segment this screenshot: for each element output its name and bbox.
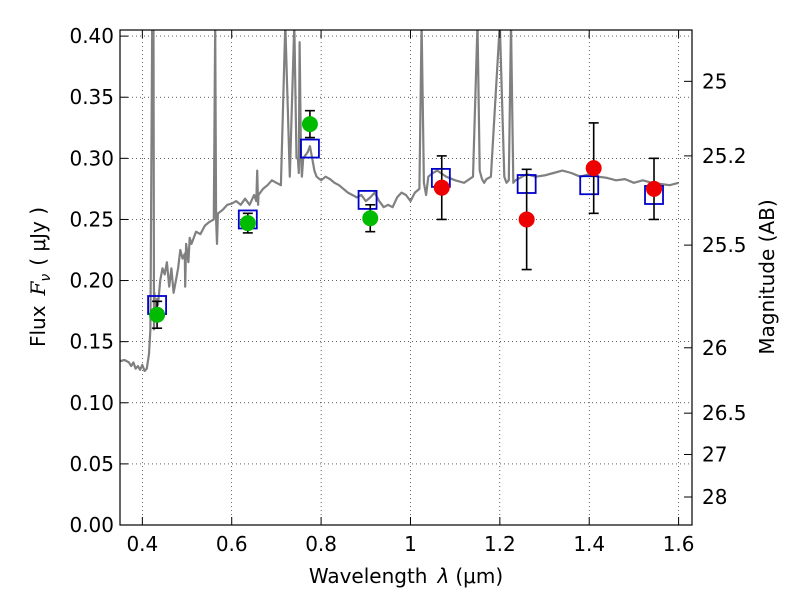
sed-model-line [120, 30, 679, 373]
observed-point [149, 306, 166, 323]
grid [120, 30, 692, 526]
y-tick-label: 0.05 [69, 452, 114, 476]
y-tick-label: 0.20 [69, 269, 114, 293]
observed-point [518, 211, 535, 228]
plot-frame [119, 29, 693, 526]
x-tick-label: 1 [404, 532, 417, 556]
y2-tick-label: 27 [702, 442, 727, 466]
observed-point [301, 116, 318, 133]
observed-point [585, 160, 602, 177]
x-tick-label: 1.6 [663, 532, 695, 556]
y-tick-label: 0.35 [69, 85, 114, 109]
y2-tick-label: 25.5 [702, 233, 747, 257]
y-tick-label: 0.25 [69, 207, 114, 231]
observed-point [239, 215, 256, 232]
y-axis-label: FluxFν( μJy ) [26, 207, 54, 347]
data-markers [147, 109, 664, 330]
observed-point [362, 210, 379, 227]
axis-ticks: 0.4 0.6 0.8 1 1.2 1.4 1.6 0.00 0.05 0.10 0.15 0.20 0… [69, 24, 746, 556]
observed-point [433, 179, 450, 196]
x-axis-label: Wavelength λ (μm) [309, 564, 503, 588]
observed-point [646, 180, 663, 197]
x-tick-label: 0.4 [126, 532, 158, 556]
model-square-point [579, 175, 600, 196]
y-tick-label: 0.30 [69, 146, 114, 170]
y-tick-label: 0.10 [69, 391, 114, 415]
y2-tick-label: 25 [702, 69, 727, 93]
x-tick-label: 1.2 [484, 532, 516, 556]
model-square-point [300, 138, 320, 159]
y2-tick-label: 26 [702, 336, 727, 360]
y-tick-label: 0.40 [69, 24, 114, 48]
y2-tick-label: 25.2 [702, 144, 747, 168]
x-tick-label: 1.4 [573, 532, 605, 556]
model-square-point [357, 189, 378, 210]
x-tick-label: 0.6 [216, 532, 248, 556]
y2-tick-label: 28 [702, 485, 727, 509]
y-tick-label: 0.15 [69, 330, 114, 354]
y2-tick-label: 26.5 [702, 401, 747, 425]
x-tick-label: 0.8 [305, 532, 337, 556]
y2-axis-label: Magnitude (AB) [755, 199, 779, 354]
y-tick-label: 0.00 [69, 513, 114, 537]
